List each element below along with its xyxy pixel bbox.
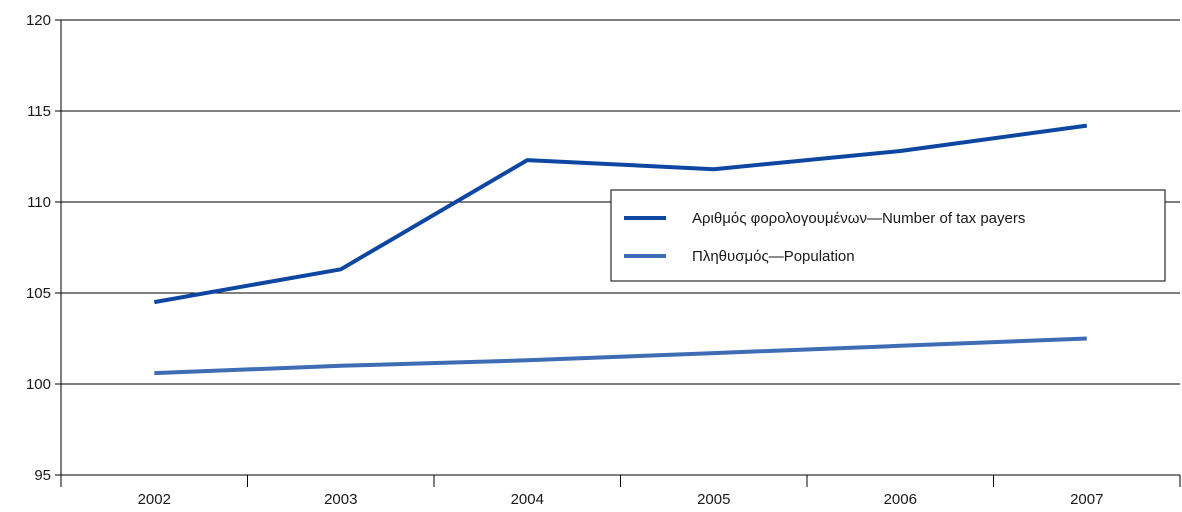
legend-label-1: Πληθυσμός—Population: [692, 248, 855, 265]
y-tick-label: 100: [26, 376, 51, 393]
y-tick-label: 105: [26, 285, 51, 302]
y-tick-label: 115: [27, 103, 51, 120]
series-line-1: [154, 336, 1087, 376]
gridlines: [55, 19, 1180, 476]
y-tick-labels: 95 100 105 110 115 120: [26, 12, 51, 484]
x-tick-label-2005: 2005: [697, 491, 730, 508]
x-tick-label-2006: 2006: [884, 491, 917, 508]
legend-label-0: Αριθμός φορολογουμένων—Number of tax pay…: [692, 210, 1025, 227]
series-lines: [153, 123, 1088, 376]
series-line-0: [153, 123, 1088, 305]
x-tick-label-2003: 2003: [324, 491, 357, 508]
y-tick-label: 110: [27, 194, 51, 211]
x-tick-label-2007: 2007: [1070, 491, 1103, 508]
y-tick-label: 120: [26, 12, 51, 29]
legend-box: [610, 189, 1166, 282]
x-tick-labels: 2002 2003 2004 2005 2006 2007: [138, 491, 1104, 508]
axes: [60, 20, 1181, 487]
legend: Αριθμός φορολογουμένων—Number of tax pay…: [610, 189, 1166, 282]
y-tick-label: 95: [34, 467, 51, 484]
x-tick-label-2004: 2004: [511, 491, 544, 508]
x-tick-label-2002: 2002: [138, 491, 171, 508]
